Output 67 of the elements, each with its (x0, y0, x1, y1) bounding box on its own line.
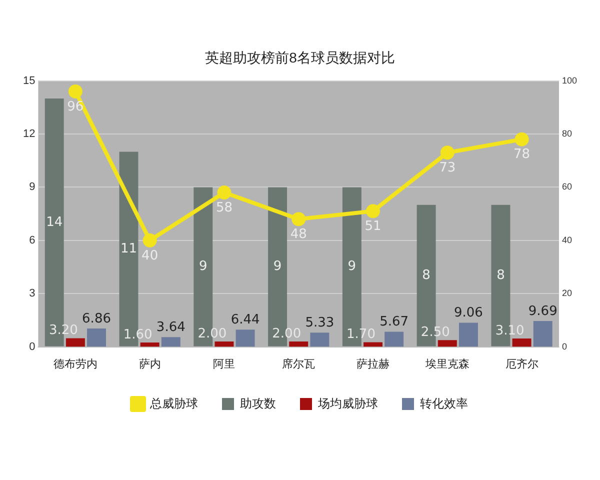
bar (140, 342, 160, 347)
y-tick-label: 12 (22, 128, 36, 140)
point (217, 186, 232, 200)
bar (214, 341, 234, 347)
bar (289, 341, 308, 347)
bar (310, 332, 330, 347)
y2-tick-label: 100 (562, 75, 578, 86)
y2-tick-label: 40 (562, 234, 572, 245)
data-label: 8 (422, 268, 430, 283)
data-label: 8 (496, 268, 505, 283)
legend-label: 总威胁球 (149, 396, 198, 410)
data-label: 3.64 (156, 320, 186, 335)
y-tick-label: 9 (29, 181, 36, 194)
data-label: 40 (142, 248, 158, 264)
bar (161, 337, 180, 347)
data-label: 5.33 (305, 315, 334, 330)
bar (66, 338, 85, 347)
legend-label: 场均威胁球 (317, 396, 378, 410)
legend-label: 助攻数 (240, 396, 276, 410)
legend-label: 转化效率 (420, 396, 468, 410)
y2-tick-label: 60 (562, 182, 572, 192)
y-tick-label: 0 (29, 340, 36, 353)
x-tick-label: 埃里克森 (424, 357, 470, 370)
x-tick-label: 萨拉赫 (356, 357, 390, 370)
point (514, 132, 529, 146)
x-tick-label: 德布劳内 (53, 357, 98, 370)
point (292, 212, 306, 226)
x-tick-label: 萨内 (138, 357, 161, 370)
data-label: 5.67 (380, 314, 409, 330)
data-label: 9 (199, 259, 208, 274)
chart-title: 英超助攻榜前8名球员数据对比 (205, 49, 395, 66)
bar (458, 322, 478, 347)
y2-tick-label: 80 (562, 128, 572, 138)
point (68, 84, 82, 98)
y-tick-label: 3 (29, 288, 36, 300)
data-label: 1.70 (346, 327, 376, 342)
y-tick-label: 6 (29, 234, 36, 246)
bar (87, 328, 106, 347)
data-label: 14 (46, 214, 63, 230)
bar (533, 321, 552, 347)
data-label: 9 (273, 259, 282, 274)
data-label: 6.86 (82, 311, 111, 326)
data-label: 9.69 (528, 304, 558, 319)
point (142, 233, 157, 248)
data-label: 11 (120, 241, 138, 256)
bar (438, 340, 457, 347)
data-label: 9 (348, 259, 356, 274)
data-label: 3.20 (48, 323, 78, 338)
bar (384, 332, 404, 347)
data-label: 58 (216, 200, 232, 216)
y-tick-label: 15 (22, 74, 36, 87)
data-label: 73 (439, 160, 456, 176)
y2-tick-label: 20 (562, 288, 572, 298)
data-label: 1.60 (123, 327, 152, 342)
x-tick-label: 席尔瓦 (282, 357, 316, 370)
data-label: 48 (290, 226, 307, 242)
x-tick-label: 阿里 (213, 358, 236, 370)
point (366, 204, 380, 218)
y2-tick-label: 0 (562, 341, 567, 352)
x-tick-label: 厄齐尔 (505, 357, 538, 370)
bar (512, 338, 532, 347)
data-label: 78 (514, 147, 530, 162)
data-label: 51 (364, 219, 382, 234)
data-label: 9.06 (454, 306, 483, 321)
point (440, 146, 454, 160)
data-label: 6.44 (230, 312, 260, 328)
bar (236, 330, 255, 347)
